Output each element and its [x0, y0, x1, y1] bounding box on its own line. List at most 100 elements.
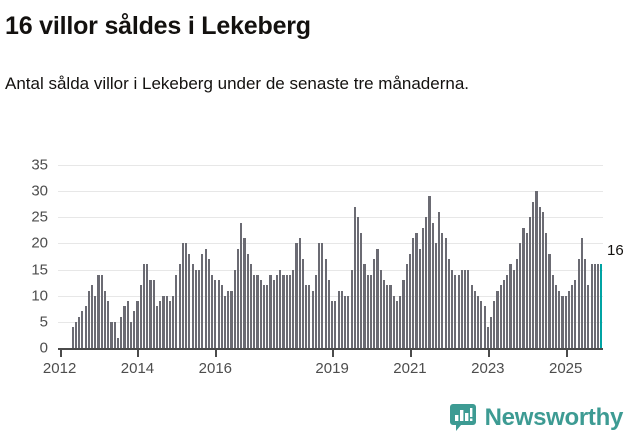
bar: [214, 280, 217, 348]
y-axis-tick-label: 25: [31, 208, 48, 226]
y-axis-tick-label: 0: [39, 339, 48, 357]
bar: [561, 295, 564, 348]
gridline: [58, 217, 603, 219]
bar: [178, 264, 181, 348]
bar: [535, 191, 538, 348]
bar: [301, 259, 304, 348]
bar: [227, 290, 230, 348]
bar: [477, 295, 480, 348]
bar: [454, 274, 457, 348]
bar: [444, 238, 447, 348]
bar: [90, 285, 94, 348]
bar: [386, 285, 389, 348]
bar: [532, 201, 535, 348]
gridline: [58, 165, 603, 166]
bar: [587, 285, 590, 348]
bar: [499, 285, 502, 348]
bar: [350, 269, 353, 348]
bar: [133, 311, 136, 348]
bar: [194, 269, 197, 348]
bar: [249, 264, 253, 348]
gridline: [58, 295, 603, 297]
bar: [512, 269, 515, 348]
bar: [366, 274, 369, 348]
bar: [107, 300, 110, 348]
x-axis-tick-label: 2012: [42, 360, 77, 377]
bar: [486, 327, 489, 348]
bar: [321, 243, 324, 348]
bar: [120, 316, 123, 348]
bar: [502, 280, 506, 348]
bar: [256, 274, 259, 348]
bar: [395, 300, 399, 348]
bar: [567, 290, 570, 348]
bar: [525, 232, 528, 348]
bar: [136, 300, 139, 348]
bar: [240, 222, 243, 348]
bar: [97, 274, 100, 348]
bar: [78, 316, 81, 348]
gridline: [58, 321, 603, 323]
bar: [175, 274, 178, 348]
bar: [353, 206, 356, 348]
bar: [357, 217, 360, 348]
x-axis-tick: [565, 350, 568, 357]
x-axis-tick: [409, 350, 412, 357]
bar: [574, 280, 577, 348]
bar: [285, 274, 288, 348]
bar: [467, 269, 470, 348]
bar: [360, 232, 363, 348]
x-axis-tick-label: 2019: [315, 360, 349, 377]
bar: [334, 300, 337, 348]
brand-footer: Newsworthy: [449, 404, 623, 431]
bar: [181, 243, 184, 348]
bar: [438, 212, 441, 348]
bar: [298, 238, 301, 348]
bar: [305, 285, 308, 348]
bar: [246, 253, 249, 348]
bar: [155, 306, 158, 348]
bar: [545, 232, 548, 348]
bar: [139, 285, 142, 348]
x-axis-tick: [487, 350, 490, 357]
bar: [373, 259, 376, 348]
bar: [451, 269, 454, 348]
page-title: 16 villor såldes i Lekeberg: [5, 12, 311, 40]
bar: [473, 290, 476, 348]
bar: [110, 321, 113, 348]
bar: [590, 264, 593, 348]
bar: [204, 248, 207, 348]
bar: [223, 295, 227, 348]
bar: [480, 300, 483, 348]
bar: [496, 290, 499, 348]
bar: [113, 321, 116, 348]
bar: [81, 311, 84, 348]
bar: [405, 264, 408, 348]
bar: [308, 285, 311, 348]
bar: [191, 264, 194, 348]
x-axis-tick-label: 2025: [549, 360, 583, 377]
bar: [344, 295, 347, 348]
gridline: [58, 243, 603, 245]
x-axis-tick: [215, 350, 218, 357]
bar: [318, 243, 321, 348]
bar: [515, 259, 519, 348]
x-axis-tick: [137, 350, 140, 357]
bar: [243, 238, 246, 348]
bar: [558, 290, 561, 348]
bar: [211, 274, 214, 348]
y-axis-tick-label: 35: [31, 156, 48, 174]
x-axis-tick-label: 2023: [471, 360, 505, 377]
bar: [331, 300, 334, 348]
x-axis-tick-label: 2016: [198, 360, 233, 377]
bar: [292, 269, 295, 348]
bar: [399, 295, 402, 348]
x-axis-ticks: [58, 350, 603, 360]
bar: [548, 253, 551, 348]
bar: [87, 290, 90, 348]
bar: [415, 232, 418, 348]
bar: [490, 316, 493, 348]
bar: [389, 285, 392, 348]
y-axis-tick-label: 30: [31, 182, 48, 200]
